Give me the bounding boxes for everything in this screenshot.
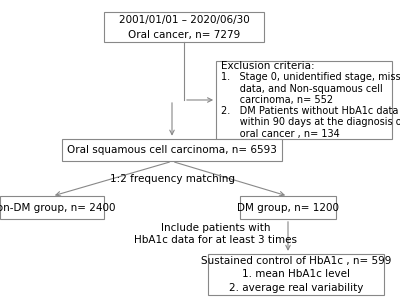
Text: 1:2 frequency matching: 1:2 frequency matching <box>110 174 234 185</box>
Text: 2.   DM Patients without HbA1c data: 2. DM Patients without HbA1c data <box>221 106 398 116</box>
Text: Oral cancer, n= 7279: Oral cancer, n= 7279 <box>128 30 240 40</box>
Text: Include patients with
HbA1c data for at least 3 times: Include patients with HbA1c data for at … <box>134 223 298 245</box>
FancyBboxPatch shape <box>216 61 392 139</box>
Text: 1. mean HbA1c level: 1. mean HbA1c level <box>242 269 350 279</box>
Text: Oral squamous cell carcinoma, n= 6593: Oral squamous cell carcinoma, n= 6593 <box>67 145 277 155</box>
Text: Sustained control of HbA1c , n= 599: Sustained control of HbA1c , n= 599 <box>201 255 391 266</box>
FancyBboxPatch shape <box>240 196 336 219</box>
Text: DM group, n= 1200: DM group, n= 1200 <box>237 202 339 213</box>
Text: within 90 days at the diagnosis of: within 90 days at the diagnosis of <box>221 118 400 128</box>
FancyBboxPatch shape <box>208 254 384 295</box>
FancyBboxPatch shape <box>104 12 264 42</box>
FancyBboxPatch shape <box>0 196 104 219</box>
Text: 2001/01/01 – 2020/06/30: 2001/01/01 – 2020/06/30 <box>119 15 249 25</box>
Text: oral cancer , n= 134: oral cancer , n= 134 <box>221 129 340 139</box>
Text: data, and Non-squamous cell: data, and Non-squamous cell <box>221 84 382 94</box>
Text: 2. average real variability: 2. average real variability <box>229 283 363 293</box>
FancyBboxPatch shape <box>62 139 282 161</box>
Text: carcinoma, n= 552: carcinoma, n= 552 <box>221 95 333 105</box>
Text: Non-DM group, n= 2400: Non-DM group, n= 2400 <box>0 202 115 213</box>
Text: 1.   Stage 0, unidentified stage, missing: 1. Stage 0, unidentified stage, missing <box>221 72 400 82</box>
Text: Exclusion criteria:: Exclusion criteria: <box>221 61 314 71</box>
